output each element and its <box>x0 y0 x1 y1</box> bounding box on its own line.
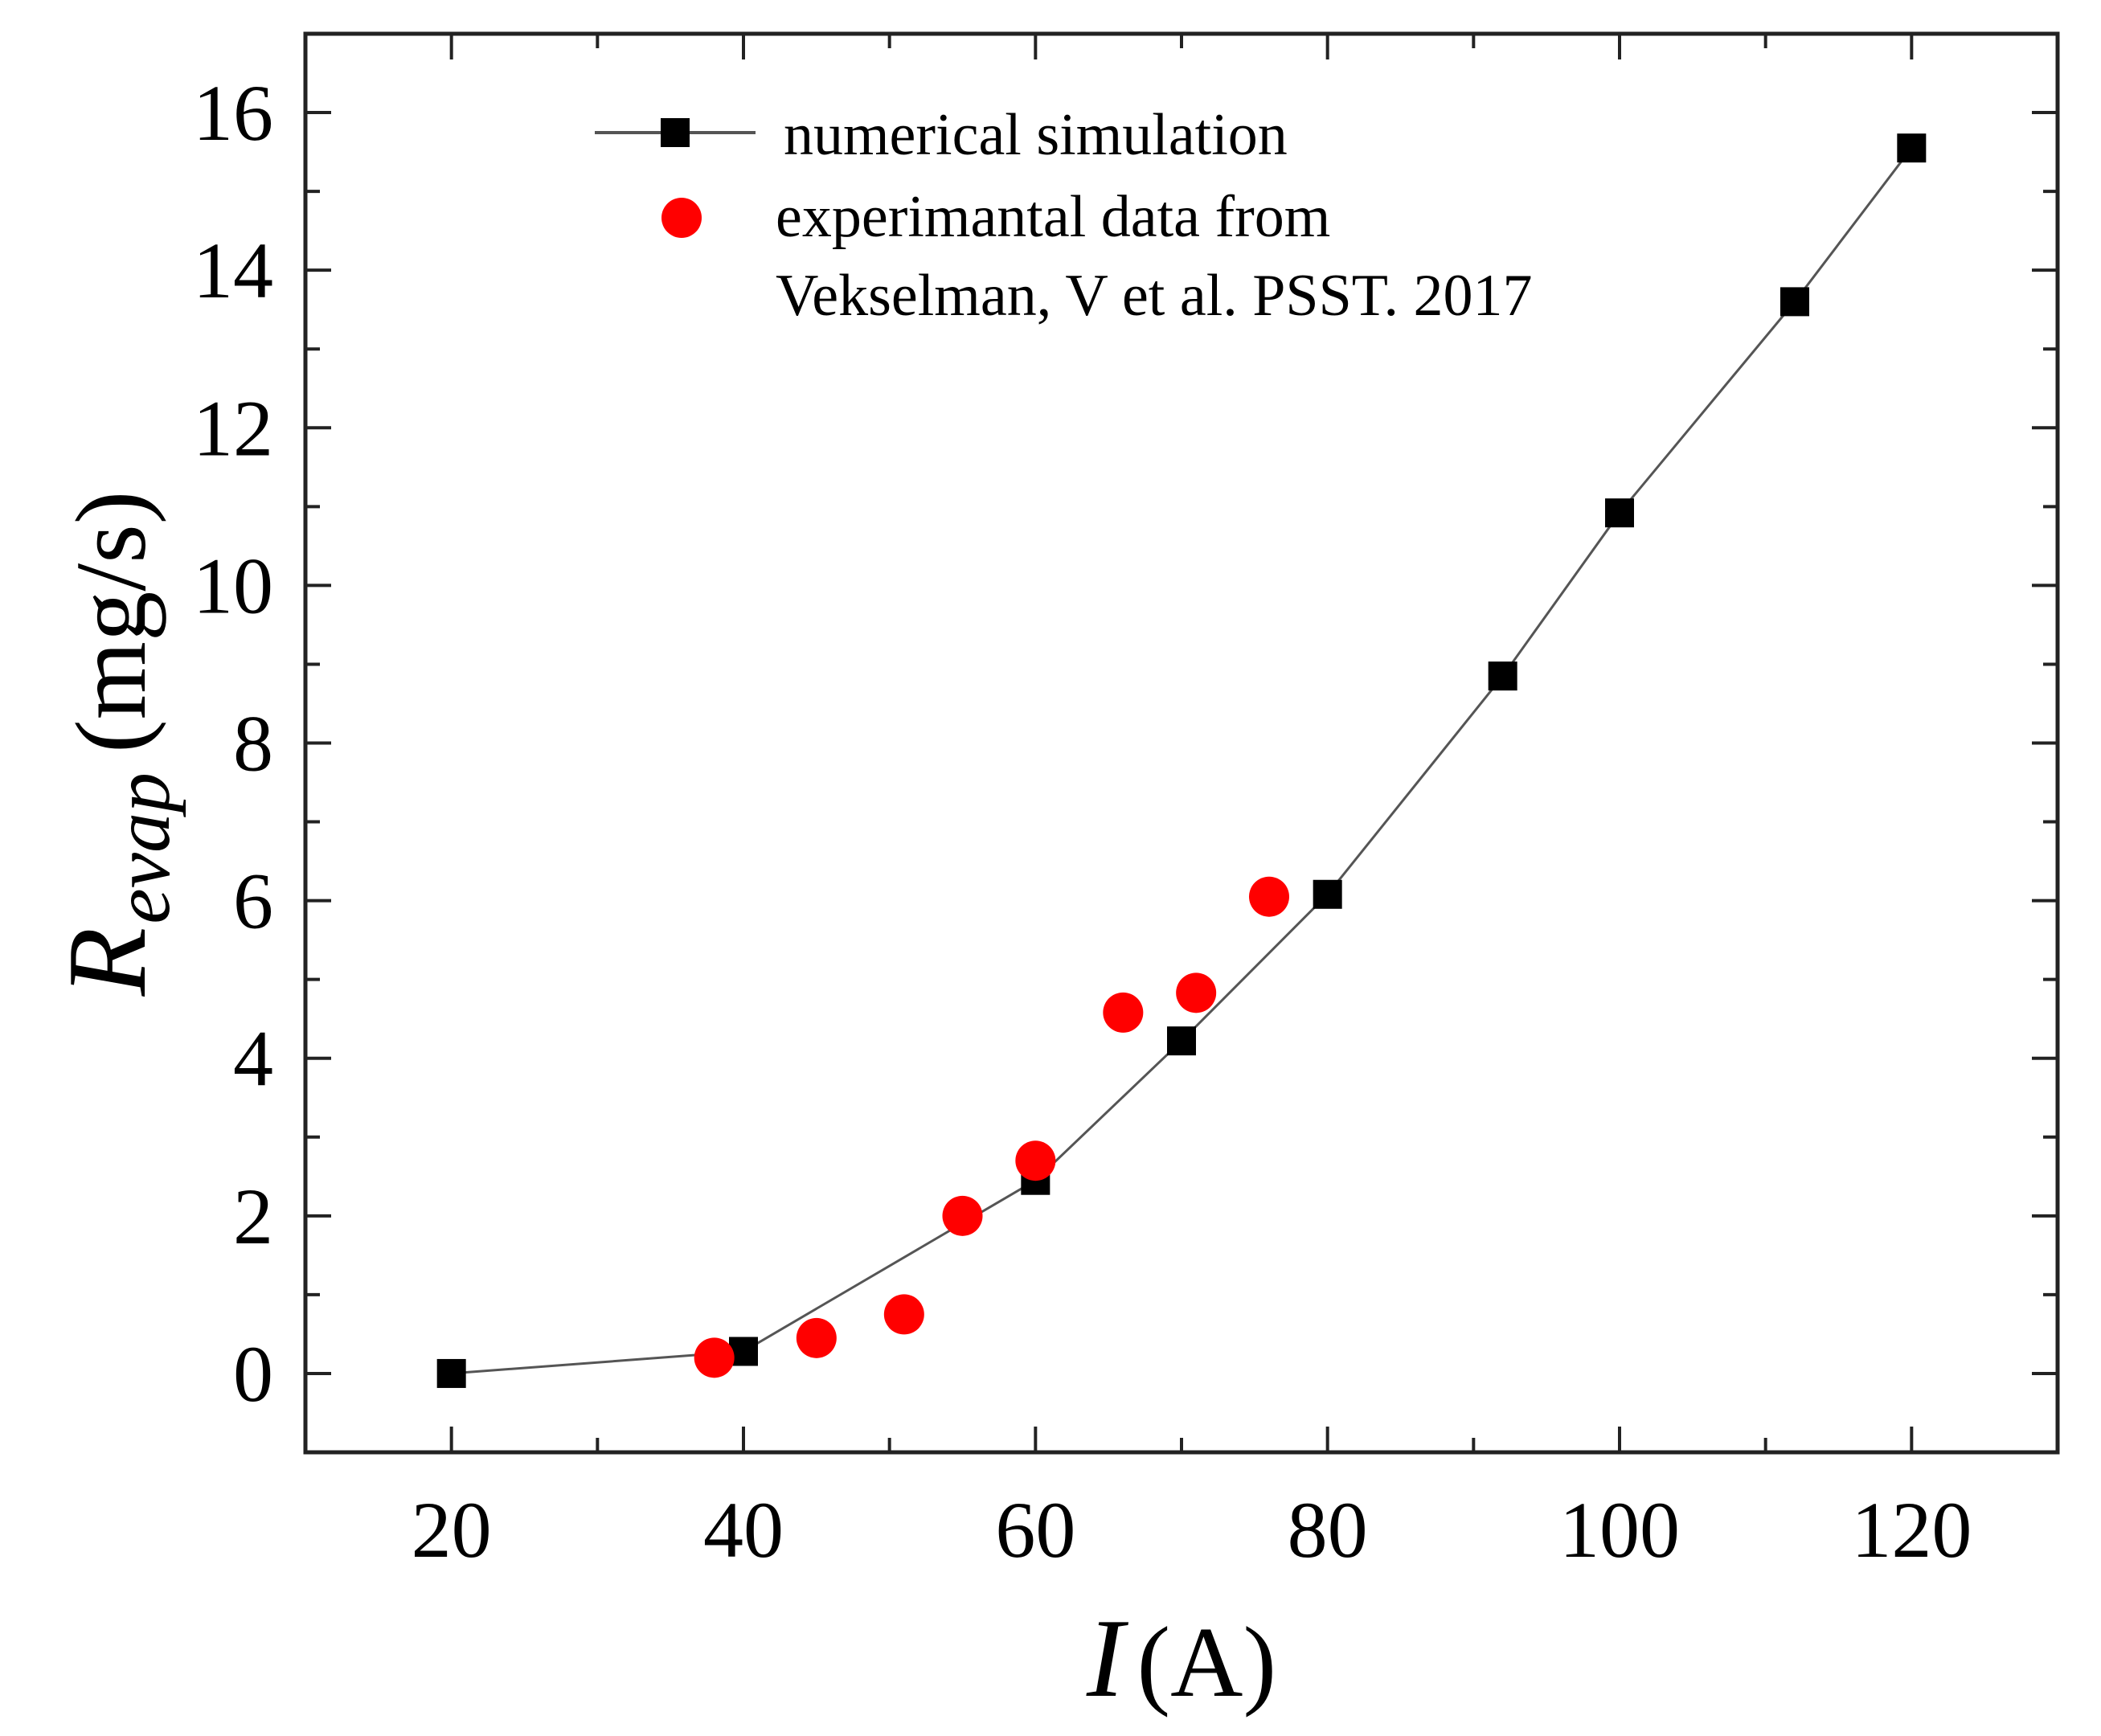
numerical-simulation-points <box>436 133 1927 1388</box>
legend-label-reference: Vekselman, V et al. PSST. 2017 <box>776 263 1532 329</box>
y-tick-label: 8 <box>233 699 273 788</box>
x-axis-unit: (A) <box>1137 1607 1277 1718</box>
x-tick-label: 40 <box>703 1485 784 1574</box>
sim-point <box>1780 287 1809 317</box>
exp-point <box>1015 1140 1056 1181</box>
exp-point <box>694 1337 735 1378</box>
sim-point <box>1167 1026 1196 1056</box>
legend-label-experimental: experimantal data from <box>776 184 1330 250</box>
exp-point <box>1176 972 1217 1013</box>
x-tick-label: 60 <box>995 1485 1075 1574</box>
sim-point <box>436 1358 466 1388</box>
sim-point <box>1313 879 1342 909</box>
y-axis-title: R evap (mg/s) <box>45 491 186 997</box>
y-tick-label: 0 <box>233 1329 273 1419</box>
x-tick-label: 120 <box>1851 1485 1972 1574</box>
y-tick-label: 12 <box>193 383 273 473</box>
y-tick-label: 2 <box>233 1172 273 1261</box>
exp-point <box>1103 992 1144 1033</box>
exp-point <box>942 1195 983 1236</box>
x-tick-label: 20 <box>412 1485 492 1574</box>
x-axis-title: I (A) <box>1086 1596 1276 1721</box>
exp-point <box>883 1294 924 1335</box>
sim-point <box>1897 133 1927 163</box>
legend-label-simulation: numerical simulation <box>784 102 1288 168</box>
legend-exp-marker <box>661 198 702 238</box>
x-tick-label: 100 <box>1559 1485 1680 1574</box>
tick-labels: 20 40 60 80 100 120 0 2 4 6 8 10 12 14 16 <box>193 68 1972 1574</box>
y-tick-label: 10 <box>193 541 273 630</box>
y-axis-subscript: evap <box>97 772 186 924</box>
numerical-simulation-line <box>451 147 1913 1375</box>
sim-point <box>1605 498 1634 528</box>
x-tick-label: 80 <box>1288 1485 1368 1574</box>
x-axis-symbol: I <box>1086 1596 1129 1721</box>
legend-sim-marker <box>661 118 690 147</box>
y-tick-label: 6 <box>233 857 273 946</box>
exp-point <box>796 1317 837 1358</box>
sim-point <box>1488 661 1517 691</box>
experimental-data-points <box>694 876 1289 1378</box>
y-axis-symbol: R <box>45 927 170 997</box>
y-axis-unit: (mg/s) <box>56 491 167 753</box>
exp-point <box>1249 876 1289 917</box>
y-tick-label: 4 <box>233 1014 273 1103</box>
legend: numerical simulation experimantal data f… <box>595 102 1532 329</box>
axis-ticks <box>304 32 2059 1454</box>
y-tick-label: 16 <box>193 68 273 158</box>
y-tick-label: 14 <box>193 226 273 315</box>
